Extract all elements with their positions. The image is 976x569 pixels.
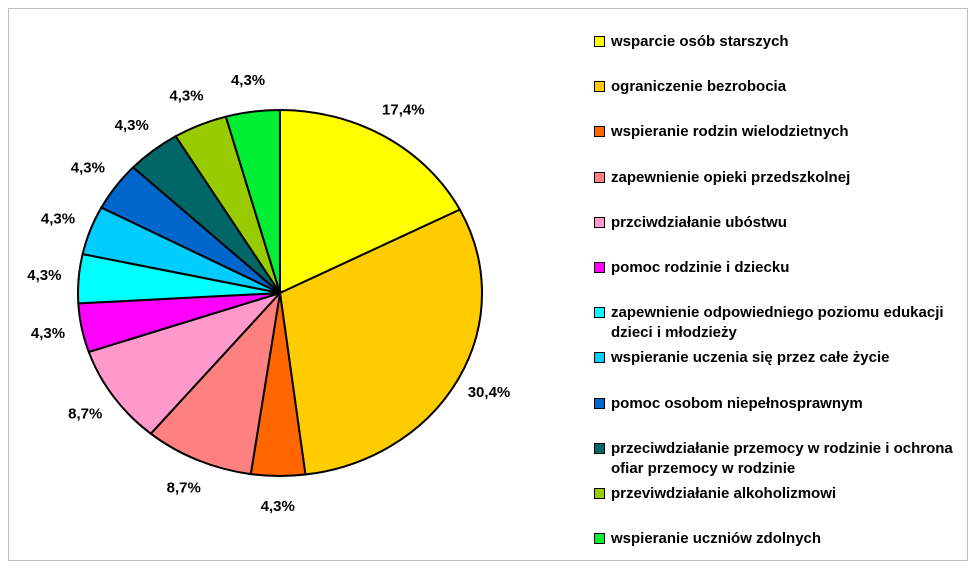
pie-slice xyxy=(149,289,282,476)
legend-item: pomoc osobom niepełnosprawnym xyxy=(594,394,964,414)
legend-swatch xyxy=(594,216,605,228)
legend-swatch xyxy=(594,533,605,545)
legend-item: zapewnienie odpowiedniego poziomu edukac… xyxy=(594,303,964,343)
legend-label: wspieranie uczniów zdolnych xyxy=(611,530,822,548)
legend-label: pomoc rodzinie i dziecku xyxy=(611,259,790,276)
data-label: 4,3% xyxy=(71,159,105,176)
data-label: 30,4% xyxy=(468,384,511,401)
legend-swatch xyxy=(594,397,605,409)
data-label: 4,3% xyxy=(261,498,295,515)
legend-swatch xyxy=(594,171,605,183)
legend-item: przciwdziałanie ubóstwu xyxy=(594,213,964,233)
legend-label: wspieranie uczenia się przez całe życie xyxy=(611,349,890,367)
legend-item: wspieranie uczenia się przez całe życie xyxy=(594,348,964,368)
pie-slice xyxy=(278,208,483,476)
pie-slice xyxy=(224,108,281,294)
data-label: 4,3% xyxy=(27,267,61,284)
data-label: 17,4% xyxy=(382,101,425,118)
data-label: 8,7% xyxy=(68,405,102,422)
legend-item: przeviwdziałanie alkoholizmowi xyxy=(594,484,964,504)
legend-label: przeciwdziałanie przemocy w rodzinie i o… xyxy=(611,439,953,477)
data-label: 4,3% xyxy=(169,87,203,104)
legend-swatch xyxy=(594,488,605,499)
legend-item: ograniczenie bezrobocia xyxy=(594,77,964,97)
legend-item: przeciwdziałanie przemocy w rodzinie i o… xyxy=(594,439,964,479)
legend-swatch xyxy=(594,81,605,93)
legend-item: wsparcie osób starszych xyxy=(594,32,964,52)
pie-slice xyxy=(279,108,462,295)
legend-swatch xyxy=(594,307,605,319)
legend-label: zapewnienie opieki przedszkolnej xyxy=(611,168,851,186)
legend-label: przciwdziałanie ubóstwu xyxy=(611,213,787,231)
data-label: 4,3% xyxy=(31,325,65,342)
legend-swatch xyxy=(594,126,605,138)
legend-label: wspieranie rodzin wielodzietnych xyxy=(611,123,849,141)
legend-label: pomoc osobom niepełnosprawnym xyxy=(611,394,863,412)
legend-label: wsparcie osób starszych xyxy=(611,33,789,50)
data-label: 4,3% xyxy=(115,117,149,134)
legend-item: pomoc rodzinie i dziecku xyxy=(594,258,964,278)
legend-item: wspieranie rodzin wielodzietnych xyxy=(594,122,964,142)
legend-label: ograniczenie bezrobocia xyxy=(611,78,787,96)
legend-swatch xyxy=(594,36,605,47)
legend-swatch xyxy=(594,442,605,454)
legend-label: zapewnienie odpowiedniego poziomu edukac… xyxy=(611,304,944,342)
legend-swatch xyxy=(594,262,605,273)
legend-item: wspieranie uczniów zdolnych xyxy=(594,529,964,549)
data-label: 4,3% xyxy=(231,72,265,89)
legend-label: przeviwdziałanie alkoholizmowi xyxy=(611,485,837,502)
legend-item: zapewnienie opieki przedszkolnej xyxy=(594,168,964,188)
legend-swatch xyxy=(594,352,605,364)
data-label: 8,7% xyxy=(167,480,201,497)
data-label: 4,3% xyxy=(41,211,75,228)
pie-slice xyxy=(87,290,284,436)
